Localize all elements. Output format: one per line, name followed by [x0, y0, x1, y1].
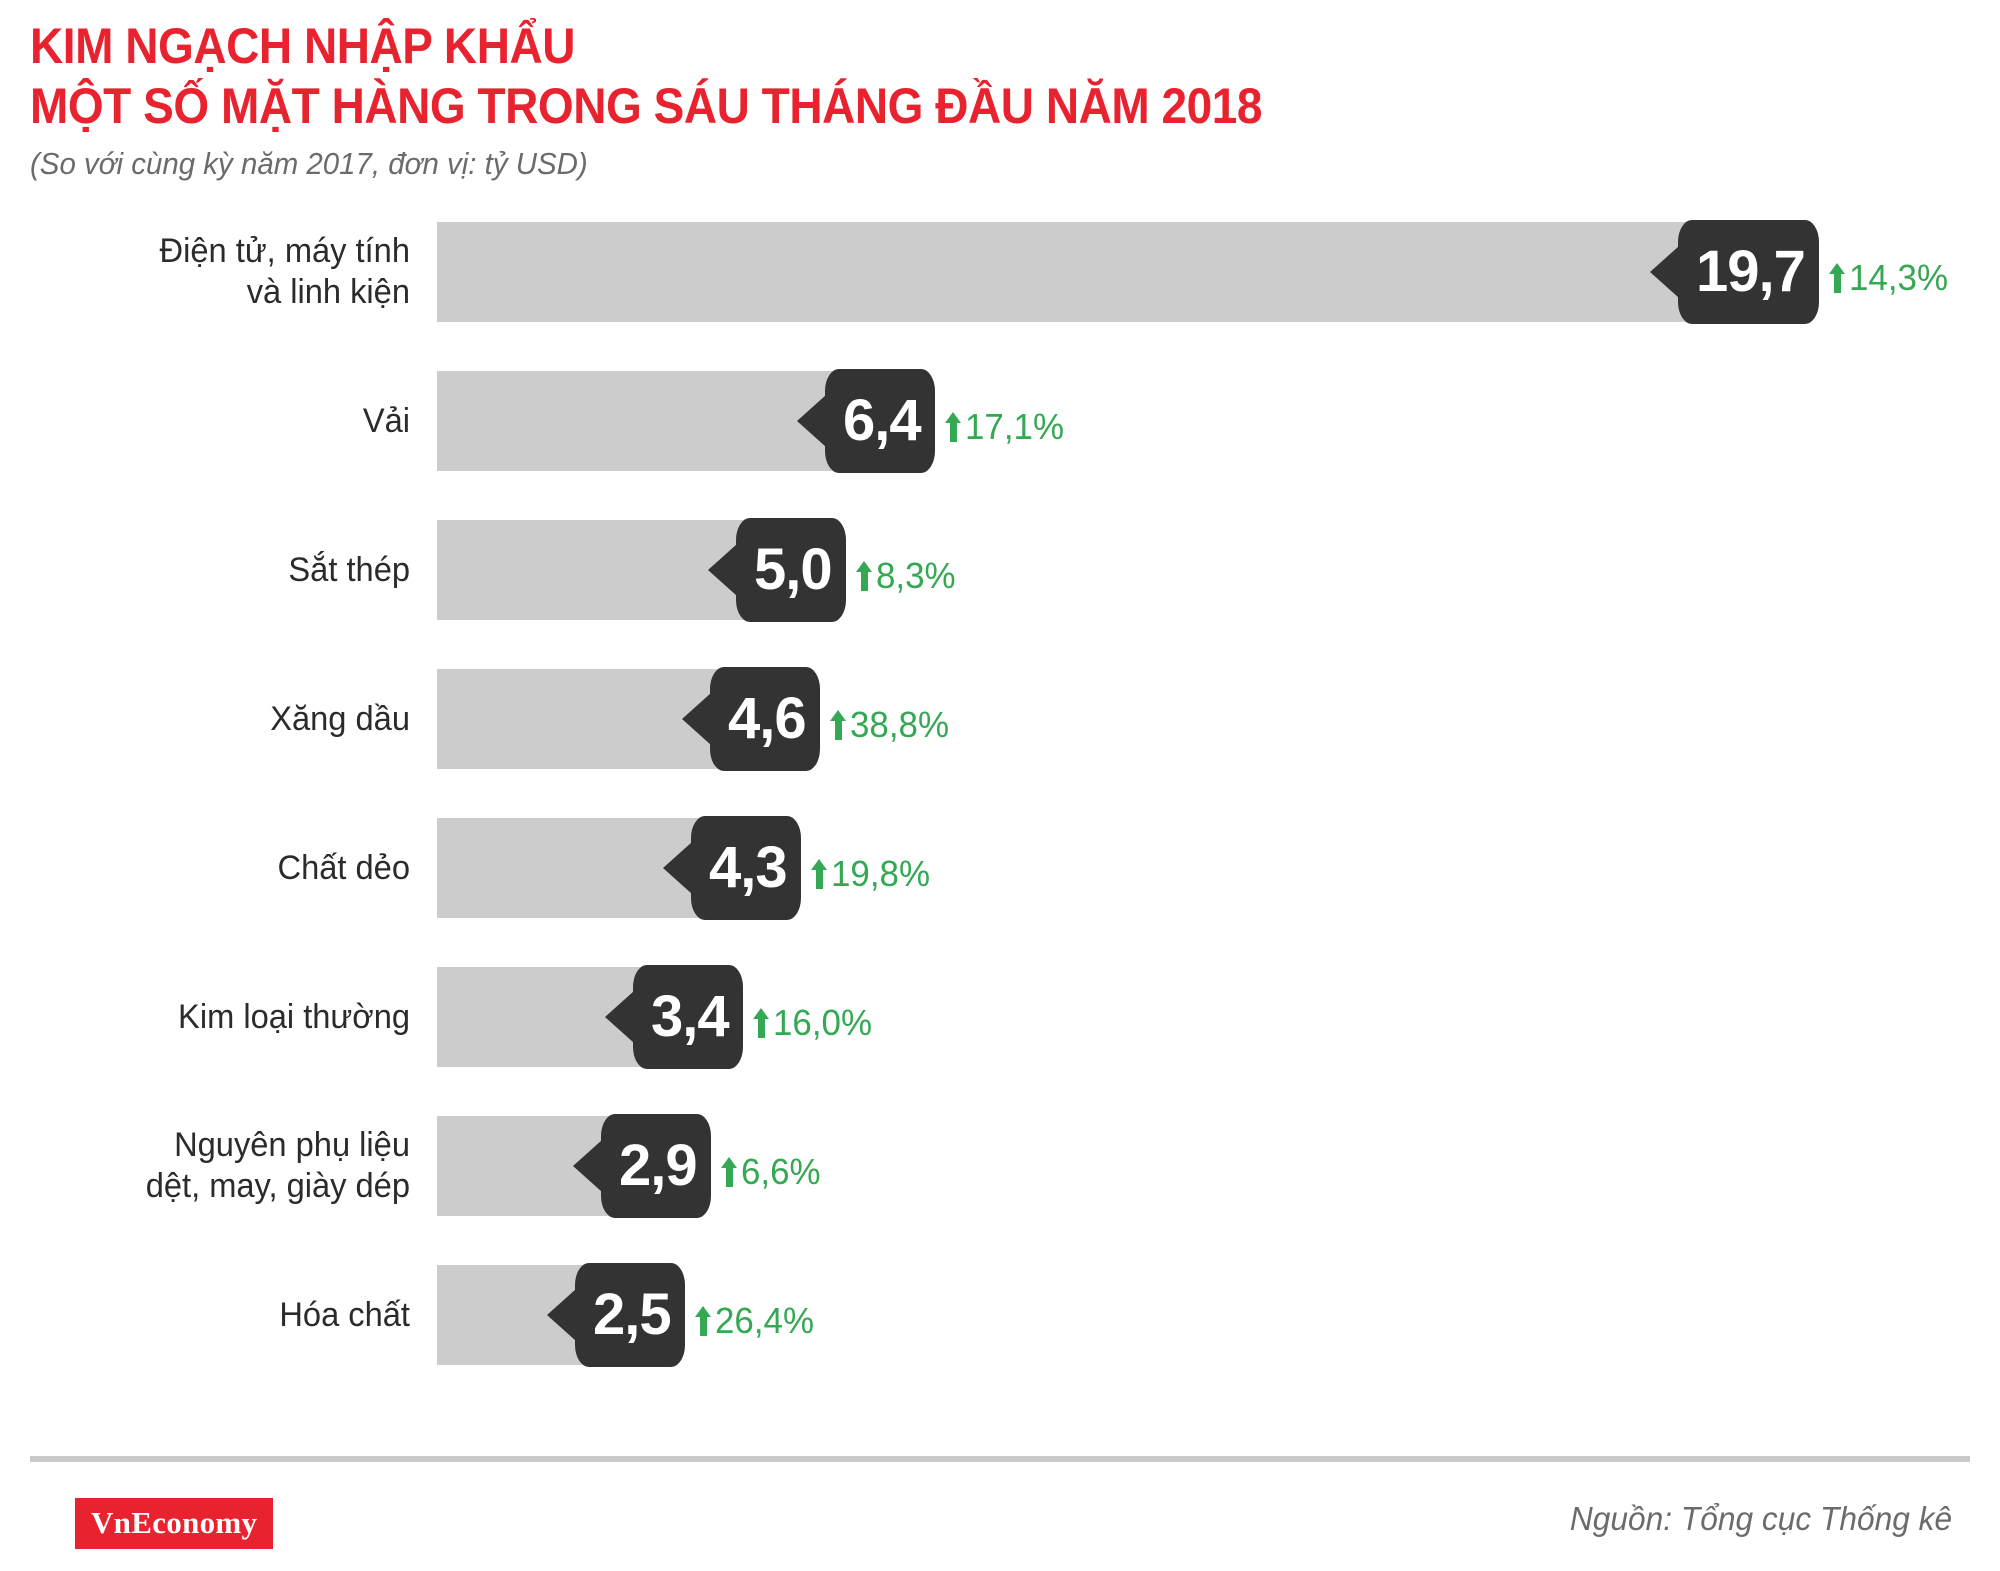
category-label: Sắt thép	[26, 550, 410, 591]
category-label: Chất dẻo	[26, 848, 410, 889]
value-text: 2,9	[619, 1133, 698, 1198]
growth-indicator: 38,8%	[829, 704, 952, 746]
growth-indicator: 6,6%	[720, 1151, 823, 1193]
arrow-up-icon	[752, 1008, 769, 1038]
chart-subtitle: (So với cùng kỳ năm 2017, đơn vị: tỷ USD…	[30, 146, 588, 181]
badge-pointer-icon	[573, 1140, 602, 1192]
page-title-line-2: MỘT SỐ MẶT HÀNG TRONG SÁU THÁNG ĐẦU NĂM …	[30, 78, 1263, 134]
growth-text: 6,6%	[740, 1151, 821, 1192]
category-label-line: Sắt thép	[288, 551, 410, 589]
arrow-up-icon	[944, 412, 961, 442]
category-label: Kim loại thường	[26, 997, 410, 1038]
value-badge-body: 5,0	[708, 518, 846, 622]
bar-row: Điện tử, máy tính và linh kiện 19,7 14,3%	[0, 220, 2000, 324]
category-label: Điện tử, máy tính và linh kiện	[26, 231, 410, 313]
badge-pointer-icon	[797, 395, 826, 447]
vneconomy-logo: VnEconomy	[75, 1498, 274, 1549]
category-label: Nguyên phụ liệu dệt, may, giày dép	[26, 1125, 410, 1207]
badge-pointer-icon	[663, 842, 692, 894]
arrow-up-icon	[694, 1306, 711, 1336]
value-text: 4,3	[709, 835, 788, 900]
growth-text: 14,3%	[1848, 257, 1948, 298]
bar-row: Kim loại thường 3,4 16,0%	[0, 965, 2000, 1069]
bar-chart: Điện tử, máy tính và linh kiện 19,7 14,3% Vả…	[0, 220, 2000, 1402]
category-label: Vải	[26, 401, 410, 442]
growth-text: 26,4%	[714, 1300, 814, 1341]
bar-row: Xăng dầu 4,6 38,8%	[0, 667, 2000, 771]
category-label-line: Kim loại thường	[178, 998, 410, 1036]
chart-footer: VnEconomy Nguồn: Tổng cục Thống kê	[30, 1470, 1970, 1560]
category-label: Xăng dầu	[26, 699, 410, 740]
growth-indicator: 17,1%	[944, 406, 1067, 448]
category-label-line: dệt, may, giày dép	[145, 1167, 410, 1205]
value-badge: 19,7	[1650, 220, 1819, 324]
value-badge-body: 19,7	[1650, 220, 1819, 324]
category-label-line: Nguyên phụ liệu	[174, 1126, 410, 1164]
page-title-line-1: KIM NGẠCH NHẬP KHẨU	[30, 18, 575, 74]
value-badge: 2,9	[573, 1114, 711, 1218]
value-text: 6,4	[843, 388, 922, 453]
arrow-up-icon	[855, 561, 872, 591]
value-badge: 5,0	[708, 518, 846, 622]
footer-divider	[30, 1456, 1970, 1462]
category-label: Hóa chất	[26, 1295, 410, 1336]
category-label-line: Vải	[362, 402, 410, 440]
badge-pointer-icon	[547, 1289, 576, 1341]
arrow-up-icon	[810, 859, 827, 889]
value-badge-body: 4,6	[682, 667, 820, 771]
bar	[437, 371, 847, 471]
bar-row: Hóa chất 2,5 26,4%	[0, 1263, 2000, 1367]
value-badge: 3,4	[605, 965, 743, 1069]
growth-indicator: 16,0%	[752, 1002, 875, 1044]
value-badge: 6,4	[797, 369, 935, 473]
growth-text: 16,0%	[772, 1002, 872, 1043]
value-badge: 2,5	[547, 1263, 685, 1367]
category-label-line: Hóa chất	[279, 1296, 410, 1334]
value-badge: 4,6	[682, 667, 820, 771]
bar	[437, 222, 1700, 322]
value-badge: 4,3	[663, 816, 801, 920]
arrow-up-icon	[720, 1157, 737, 1187]
badge-pointer-icon	[605, 991, 634, 1043]
growth-text: 17,1%	[964, 406, 1064, 447]
bar-row: Nguyên phụ liệu dệt, may, giày dép 2,9 6,6%	[0, 1114, 2000, 1218]
growth-text: 8,3%	[875, 555, 956, 596]
value-text: 19,7	[1696, 239, 1806, 304]
growth-indicator: 8,3%	[855, 555, 958, 597]
badge-pointer-icon	[708, 544, 737, 596]
value-text: 5,0	[754, 537, 833, 602]
growth-indicator: 14,3%	[1828, 257, 1951, 299]
value-text: 2,5	[593, 1282, 672, 1347]
value-badge-body: 2,9	[573, 1114, 711, 1218]
bar-row: Vải 6,4 17,1%	[0, 369, 2000, 473]
value-text: 4,6	[728, 686, 807, 751]
category-label-line: Xăng dầu	[270, 700, 410, 738]
source-note: Nguồn: Tổng cục Thống kê	[1569, 1500, 1952, 1537]
bar-row: Sắt thép 5,0 8,3%	[0, 518, 2000, 622]
value-text: 3,4	[651, 984, 730, 1049]
value-badge-body: 2,5	[547, 1263, 685, 1367]
chart-header: KIM NGẠCH NHẬP KHẨU MỘT SỐ MẶT HÀNG TRON…	[30, 18, 1970, 182]
growth-text: 38,8%	[849, 704, 949, 745]
growth-indicator: 26,4%	[694, 1300, 817, 1342]
value-badge-body: 4,3	[663, 816, 801, 920]
badge-pointer-icon	[682, 693, 711, 745]
bar-row: Chất dẻo 4,3 19,8%	[0, 816, 2000, 920]
growth-indicator: 19,8%	[810, 853, 933, 895]
growth-text: 19,8%	[830, 853, 930, 894]
value-badge-body: 6,4	[797, 369, 935, 473]
badge-pointer-icon	[1650, 246, 1679, 298]
category-label-line: và linh kiện	[246, 273, 410, 311]
arrow-up-icon	[1828, 263, 1845, 293]
arrow-up-icon	[829, 710, 846, 740]
category-label-line: Điện tử, máy tính	[159, 232, 410, 270]
bar	[437, 520, 758, 620]
category-label-line: Chất dẻo	[277, 849, 410, 887]
value-badge-body: 3,4	[605, 965, 743, 1069]
